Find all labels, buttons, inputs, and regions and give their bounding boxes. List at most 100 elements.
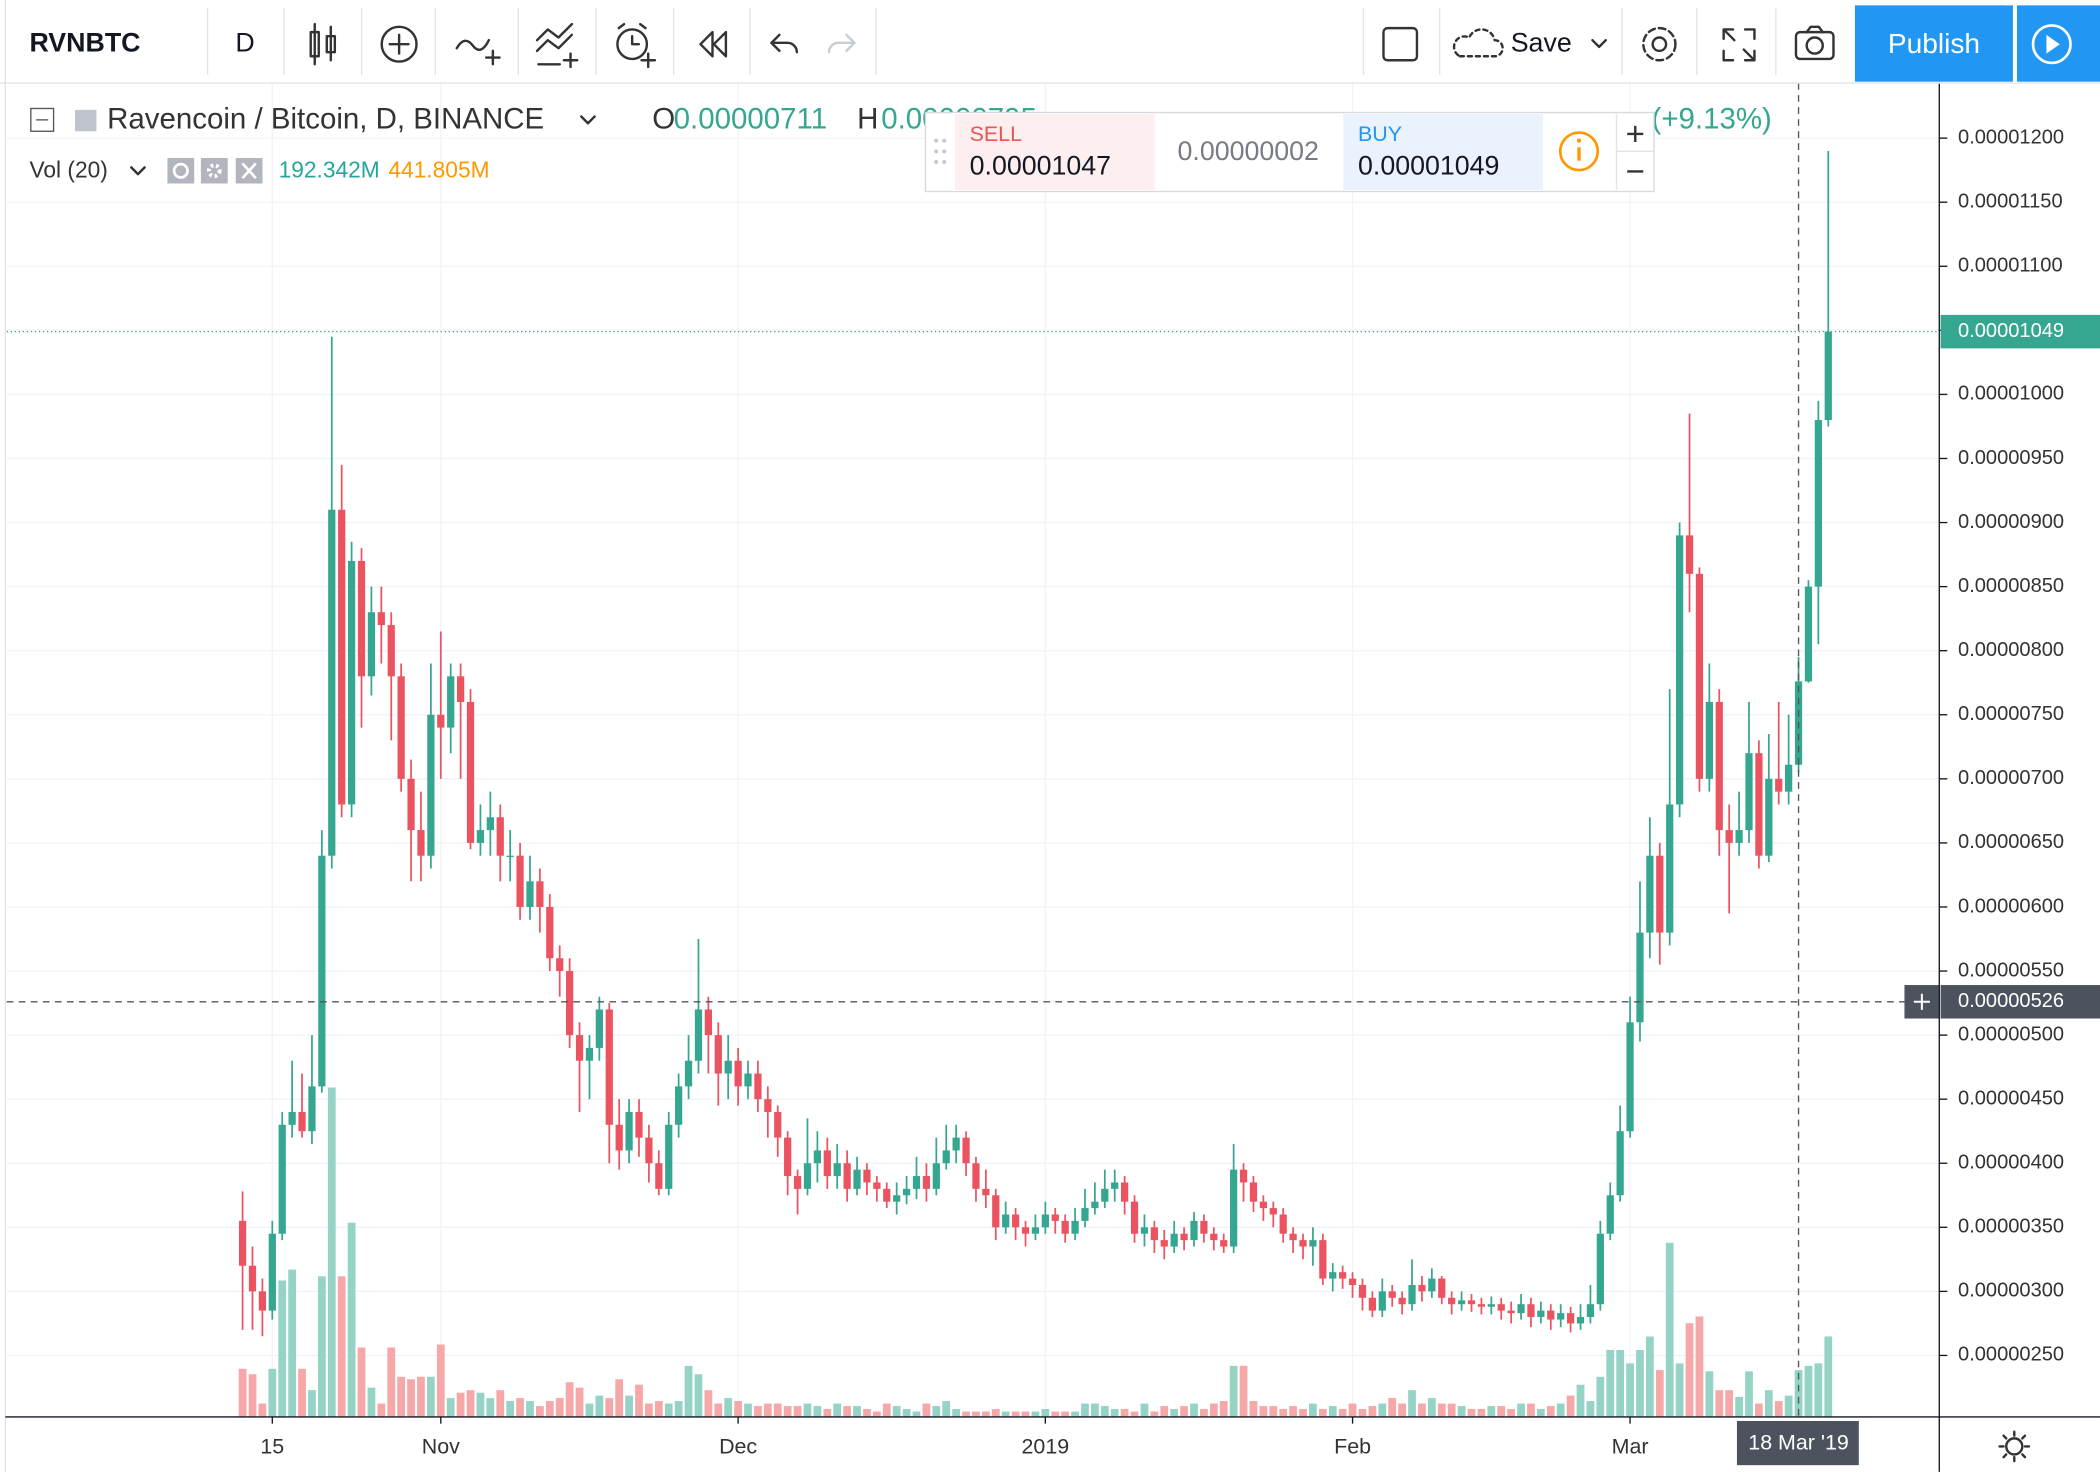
candle-body xyxy=(1130,1201,1139,1234)
candle-body xyxy=(1150,1227,1158,1241)
volume-bar xyxy=(882,1403,891,1417)
alert-icon[interactable] xyxy=(616,22,657,69)
candle-body xyxy=(655,1163,663,1189)
volume-bar xyxy=(724,1398,733,1417)
candle-body xyxy=(516,855,524,907)
candle-body xyxy=(248,1265,257,1292)
candle-body xyxy=(863,1169,871,1183)
candle-body xyxy=(675,1086,683,1125)
candle-body xyxy=(1309,1240,1317,1247)
candle-body xyxy=(793,1176,802,1189)
sell-label[interactable]: SELL xyxy=(970,122,1022,146)
volume-bar xyxy=(486,1398,495,1417)
compare-icon[interactable] xyxy=(455,38,501,66)
candle-body xyxy=(883,1188,891,1202)
volume-bar xyxy=(833,1403,842,1417)
symbol[interactable]: RVNBTC xyxy=(29,27,140,57)
y-tick-label: 0.00000950 xyxy=(1958,447,2064,469)
symbol-icon xyxy=(75,109,97,132)
candle-body xyxy=(1230,1169,1238,1247)
sell-button[interactable] xyxy=(954,113,1155,191)
volume-bar xyxy=(476,1392,485,1417)
volume-bar xyxy=(516,1398,524,1417)
fullscreen-icon[interactable] xyxy=(1722,28,1756,62)
volume-bar xyxy=(327,1087,336,1417)
layout-icon[interactable] xyxy=(1382,26,1419,62)
candle-body xyxy=(1418,1284,1426,1292)
info-icon[interactable] xyxy=(1558,131,1600,172)
volume-bar xyxy=(694,1374,703,1417)
collapse-icon[interactable] xyxy=(30,107,55,132)
candle-body xyxy=(803,1163,812,1189)
scale-settings-icon[interactable] xyxy=(1998,1430,2031,1463)
buy-price[interactable]: 0.00001049 xyxy=(1358,150,1499,180)
volume-bar xyxy=(268,1368,277,1417)
volume-ma-value: 441.805M xyxy=(388,156,489,182)
volume-bar xyxy=(506,1401,515,1417)
volume-bar xyxy=(1685,1323,1694,1417)
candle-body xyxy=(952,1137,960,1151)
publish-label[interactable]: Publish xyxy=(1888,28,1980,59)
volume-bar xyxy=(1457,1406,1466,1417)
eye-icon[interactable] xyxy=(167,158,195,184)
change-value: (+9.13%) xyxy=(1652,102,1772,135)
candle-body xyxy=(615,1124,623,1151)
candle-body xyxy=(1636,932,1644,1023)
volume-bar xyxy=(1814,1363,1823,1417)
save-button[interactable]: Save xyxy=(1511,27,1572,57)
buy-button[interactable] xyxy=(1343,113,1543,191)
play-triangle xyxy=(2046,34,2060,54)
volume-bar xyxy=(991,1409,1000,1417)
toolbar xyxy=(0,0,2100,84)
templates-icon[interactable] xyxy=(535,22,579,69)
volume-bar xyxy=(1031,1411,1040,1417)
candle-body xyxy=(1596,1233,1604,1305)
chart-type-icon[interactable] xyxy=(309,22,337,66)
y-tick-label: 0.00000300 xyxy=(1958,1280,2064,1302)
volume-bar xyxy=(1655,1370,1664,1417)
y-tick-label: 0.00000850 xyxy=(1958,575,2064,597)
volume-bar xyxy=(1556,1403,1565,1417)
candle-body xyxy=(922,1176,931,1189)
title-chevron[interactable] xyxy=(580,115,596,125)
candle-body xyxy=(1467,1300,1476,1305)
plus-button[interactable] xyxy=(1627,125,1644,142)
volume-bar xyxy=(1487,1406,1496,1417)
candle-body xyxy=(1071,1220,1079,1234)
volume-bar xyxy=(1398,1403,1407,1417)
volume-bar xyxy=(536,1406,544,1417)
candle-body xyxy=(1656,855,1664,933)
volume-bar xyxy=(763,1403,772,1417)
undo-icon[interactable] xyxy=(770,33,799,54)
volume-bar xyxy=(645,1403,653,1417)
buy-label[interactable]: BUY xyxy=(1358,122,1402,146)
redo-icon[interactable] xyxy=(827,33,856,54)
publish-button[interactable] xyxy=(1854,5,2013,82)
replay-icon[interactable] xyxy=(699,30,728,58)
interval-button[interactable]: D xyxy=(235,27,254,57)
drag-handle[interactable] xyxy=(934,138,947,165)
volume-bar xyxy=(813,1406,822,1417)
candle-body xyxy=(1368,1297,1377,1311)
volume-bar xyxy=(238,1368,247,1417)
settings-icon[interactable] xyxy=(1642,26,1677,62)
volume-bar xyxy=(1755,1403,1763,1417)
settings-icon-small[interactable] xyxy=(200,158,228,184)
snapshot-icon[interactable] xyxy=(1794,25,1835,61)
indicators-icon[interactable] xyxy=(380,25,418,63)
candle-body xyxy=(1547,1310,1555,1320)
candle-body xyxy=(1388,1291,1396,1298)
sell-price[interactable]: 0.00001047 xyxy=(970,150,1111,180)
volume-bar xyxy=(1309,1403,1317,1417)
candle-body xyxy=(1081,1208,1089,1221)
volume-bar xyxy=(1368,1406,1377,1417)
y-tick-label: 0.00000650 xyxy=(1958,831,2064,853)
x-tick-label: Mar xyxy=(1612,1434,1649,1458)
candle-body xyxy=(1804,586,1813,682)
candle-body xyxy=(318,855,326,1087)
save-menu-chevron[interactable] xyxy=(1591,38,1608,49)
candle-body xyxy=(1814,420,1822,587)
volume-bar xyxy=(565,1382,574,1417)
toolbar-separators xyxy=(206,8,1777,75)
volume-chevron[interactable] xyxy=(130,166,146,176)
